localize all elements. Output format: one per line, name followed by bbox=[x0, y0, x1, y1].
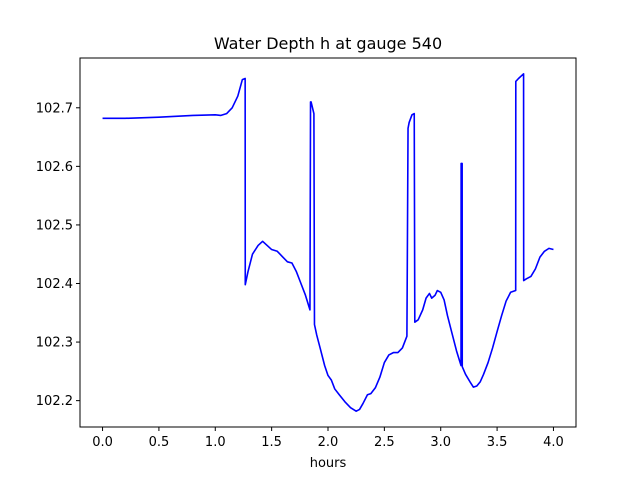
x-tick-label: 1.0 bbox=[205, 435, 226, 450]
x-tick-label: 2.0 bbox=[318, 435, 339, 450]
chart-title: Water Depth h at gauge 540 bbox=[214, 34, 442, 53]
plot-area bbox=[102, 73, 554, 412]
x-axis-label: hours bbox=[310, 456, 347, 471]
x-tick-label: 0.0 bbox=[92, 435, 113, 450]
x-tick-label: 2.5 bbox=[374, 435, 395, 450]
x-tick-label: 3.0 bbox=[430, 435, 451, 450]
x-tick-label: 0.5 bbox=[149, 435, 170, 450]
x-tick-label: 1.5 bbox=[261, 435, 282, 450]
y-tick-label: 102.4 bbox=[36, 277, 73, 292]
y-axis: 102.2 102.3 102.4 102.5 102.6 102.7 bbox=[36, 101, 80, 409]
y-tick-label: 102.2 bbox=[36, 394, 73, 409]
y-tick-label: 102.5 bbox=[36, 218, 73, 233]
x-axis: 0.0 0.5 1.0 1.5 2.0 2.5 3.0 3.5 4.0 bbox=[92, 427, 564, 450]
y-tick-label: 102.6 bbox=[36, 160, 73, 175]
series-line-0 bbox=[102, 73, 554, 412]
plot-frame bbox=[79, 57, 577, 428]
x-tick-label: 4.0 bbox=[543, 435, 564, 450]
y-tick-label: 102.3 bbox=[36, 336, 73, 351]
y-tick-label: 102.7 bbox=[36, 101, 73, 116]
x-tick-label: 3.5 bbox=[487, 435, 508, 450]
